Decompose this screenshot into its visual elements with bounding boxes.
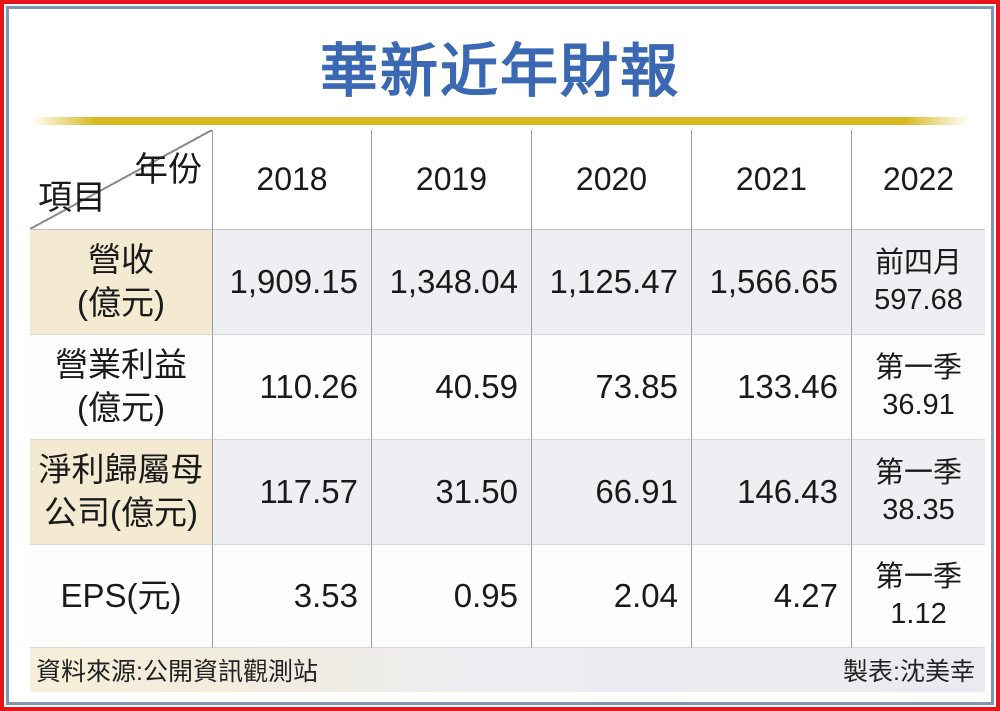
row-label-revenue: 營收 (億元) [30, 230, 213, 335]
year-header-2018: 2018 [213, 130, 372, 230]
year-header-2022: 2022 [852, 130, 985, 230]
net-profit-2018: 117.57 [213, 440, 372, 545]
eps-2020: 2.04 [532, 545, 692, 648]
credit-text: 製表:沈美幸 [843, 658, 975, 686]
year-header-2019: 2019 [372, 130, 532, 230]
financial-table: 年份 項目 2018 2019 2020 2021 2022 營收 (億元) 1… [30, 130, 985, 648]
row-label-eps: EPS(元) [30, 545, 213, 648]
footer-bar: 資料來源:公開資訊觀測站 製表:沈美幸 [30, 648, 985, 692]
operating-profit-2020: 73.85 [532, 335, 692, 440]
corner-header-cell: 年份 項目 [30, 130, 213, 230]
year-header-2020: 2020 [532, 130, 692, 230]
revenue-2020: 1,125.47 [532, 230, 692, 335]
corner-year-label: 年份 [134, 151, 202, 189]
net-profit-2020: 66.91 [532, 440, 692, 545]
revenue-2018: 1,909.15 [213, 230, 372, 335]
operating-profit-2021: 133.46 [692, 335, 852, 440]
eps-2018: 3.53 [213, 545, 372, 648]
revenue-2021: 1,566.65 [692, 230, 852, 335]
gold-divider [30, 117, 970, 125]
operating-profit-2018: 110.26 [213, 335, 372, 440]
page-title: 華新近年財報 [319, 39, 680, 104]
net-profit-2019: 31.50 [372, 440, 532, 545]
eps-2022: 第一季 1.12 [852, 545, 985, 648]
year-header-2021: 2021 [692, 130, 852, 230]
eps-2019: 0.95 [372, 545, 532, 648]
revenue-2022: 前四月 597.68 [852, 230, 985, 335]
data-source-text: 資料來源:公開資訊觀測站 [36, 658, 318, 686]
row-label-operating-profit: 營業利益 (億元) [30, 335, 213, 440]
operating-profit-2019: 40.59 [372, 335, 532, 440]
corner-item-label: 項目 [38, 179, 106, 217]
revenue-2019: 1,348.04 [372, 230, 532, 335]
net-profit-2022: 第一季 38.35 [852, 440, 985, 545]
row-label-net-profit: 淨利歸屬母 公司(億元) [30, 440, 213, 545]
net-profit-2021: 146.43 [692, 440, 852, 545]
operating-profit-2022: 第一季 36.91 [852, 335, 985, 440]
eps-2021: 4.27 [692, 545, 852, 648]
